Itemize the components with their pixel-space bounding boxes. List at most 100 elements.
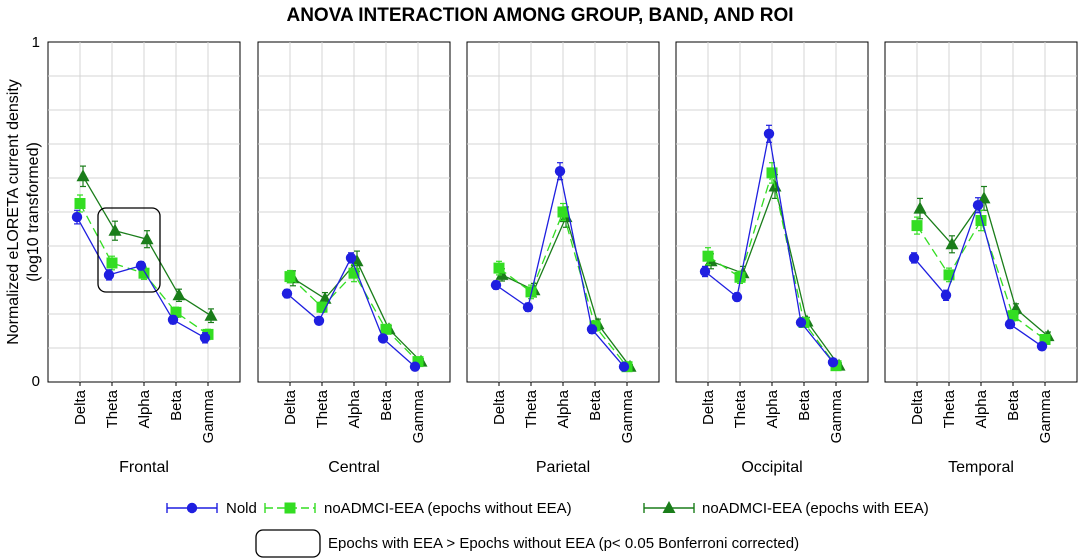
x-tick-label-theta-parietal: Theta (523, 389, 540, 428)
legend-annotation-text: Epochs with EEA > Epochs without EEA (p<… (328, 535, 799, 552)
data-point-alpha (138, 267, 150, 279)
legend-marker-square (284, 502, 296, 514)
x-tick-label-beta-frontal: Beta (168, 389, 185, 421)
data-point-gamma (618, 361, 630, 372)
chart-title: ANOVA INTERACTION AMONG GROUP, BAND, AND… (286, 5, 793, 26)
data-point-alpha (975, 215, 987, 226)
legend-label-with-eea: noADMCI-EEA (epochs with EEA) (702, 500, 929, 517)
x-tick-label-delta-temporal: Delta (909, 389, 926, 425)
data-point-gamma (409, 361, 421, 372)
data-point-delta (71, 211, 83, 223)
x-tick-label-delta-frontal: Delta (72, 389, 89, 425)
x-tick-label-gamma-occipital: Gamma (828, 389, 845, 443)
data-point-alpha (140, 232, 154, 245)
data-point-gamma (204, 308, 218, 321)
data-point-delta (76, 169, 90, 182)
panel-title-central: Central (328, 459, 380, 476)
x-tick-label-theta-frontal: Theta (104, 389, 121, 428)
series-nold-parietal (490, 162, 630, 372)
data-point-alpha (348, 267, 360, 279)
data-point-gamma (199, 332, 211, 343)
panel-occipital: Delta Theta Alpha Beta Gamma Occipital (675, 41, 869, 476)
data-point-delta (490, 279, 502, 291)
data-point-gamma (412, 356, 424, 368)
data-point-theta (731, 291, 743, 303)
data-point-delta (702, 250, 714, 262)
legend-item-nold (166, 502, 218, 514)
data-point-alpha (766, 167, 778, 179)
y-tick-label-bottom: 0 (32, 373, 40, 390)
x-tick-label-theta-central: Theta (314, 389, 331, 428)
data-point-alpha (977, 191, 991, 204)
x-tick-label-alpha-central: Alpha (346, 389, 363, 428)
data-point-alpha (557, 206, 569, 218)
data-point-theta (318, 291, 332, 304)
data-point-delta (913, 201, 927, 214)
data-point-delta (908, 252, 920, 264)
data-point-beta (167, 314, 179, 325)
panel-title-temporal: Temporal (948, 459, 1014, 476)
legend-marker-circle (186, 502, 198, 514)
data-point-delta (493, 262, 505, 274)
data-point-beta (795, 317, 807, 328)
panel-title-occipital: Occipital (741, 459, 802, 476)
data-point-theta (103, 269, 115, 281)
data-point-delta (911, 220, 923, 232)
data-point-delta (281, 288, 293, 299)
data-point-alpha (554, 166, 566, 177)
data-point-delta (699, 266, 711, 277)
panel-frontal: Delta Theta Alpha Beta Gamma Frontal (47, 41, 241, 476)
data-point-alpha (972, 200, 984, 211)
data-point-gamma (827, 357, 839, 368)
data-point-theta (734, 271, 746, 283)
data-point-delta (74, 198, 86, 209)
data-point-theta (313, 315, 325, 326)
x-tick-label-delta-occipital: Delta (700, 389, 717, 425)
chart-panels: Delta Theta Alpha Beta Gamma Frontal Delta Thet… (47, 41, 1078, 476)
x-tick-label-alpha-temporal: Alpha (973, 389, 990, 428)
x-tick-label-beta-central: Beta (378, 389, 395, 421)
data-point-beta (377, 333, 389, 344)
series-nold-central (281, 252, 421, 372)
data-point-beta (586, 324, 598, 335)
legend-label-nold: Nold (226, 500, 257, 517)
data-point-theta (106, 257, 118, 269)
data-point-theta (522, 302, 534, 313)
y-axis-label-line2: (log10 transformed) (25, 142, 42, 282)
legend: Nold noADMCI-EEA (epochs without EEA) no… (166, 500, 929, 558)
series-nold-occipital (699, 124, 839, 368)
data-point-alpha (763, 128, 775, 139)
x-tick-label-alpha-frontal: Alpha (136, 389, 153, 428)
panel-central: Delta Theta Alpha Beta Gamma Central (257, 41, 451, 476)
x-tick-label-alpha-parietal: Alpha (555, 389, 572, 428)
data-point-alpha (345, 252, 357, 264)
y-axis-label-line1: Normalized eLORETA current density (5, 79, 22, 345)
data-point-gamma (1039, 334, 1051, 345)
x-tick-label-gamma-frontal: Gamma (200, 389, 217, 443)
data-point-beta (172, 288, 186, 301)
series-noadmci-eea-epochs-with-eea-frontal (76, 165, 218, 324)
data-point-beta (1004, 319, 1016, 330)
x-tick-label-delta-central: Delta (282, 389, 299, 425)
panel-parietal: Delta Theta Alpha Beta Gamma Parietal (466, 41, 660, 476)
legend-highlight-box (255, 529, 321, 558)
legend-marker-triangle (662, 501, 676, 513)
x-tick-label-beta-occipital: Beta (796, 389, 813, 421)
x-tick-label-theta-temporal: Theta (941, 389, 958, 428)
y-axis-label: Normalized eLORETA current density (log1… (5, 79, 42, 345)
panel-title-frontal: Frontal (119, 459, 169, 476)
data-point-alpha (135, 260, 147, 271)
significance-highlight-box (97, 207, 161, 293)
data-point-delta (284, 271, 296, 283)
data-point-beta (380, 323, 392, 335)
data-point-gamma (1036, 341, 1048, 352)
x-tick-label-theta-occipital: Theta (732, 389, 749, 428)
data-point-theta (108, 223, 122, 236)
legend-label-without-eea: noADMCI-EEA (epochs without EEA) (324, 500, 572, 517)
x-tick-label-alpha-occipital: Alpha (764, 389, 781, 428)
data-point-theta (945, 237, 959, 250)
data-point-beta (170, 306, 182, 318)
y-tick-label-top: 1 (32, 34, 40, 51)
x-tick-label-beta-parietal: Beta (587, 389, 604, 421)
